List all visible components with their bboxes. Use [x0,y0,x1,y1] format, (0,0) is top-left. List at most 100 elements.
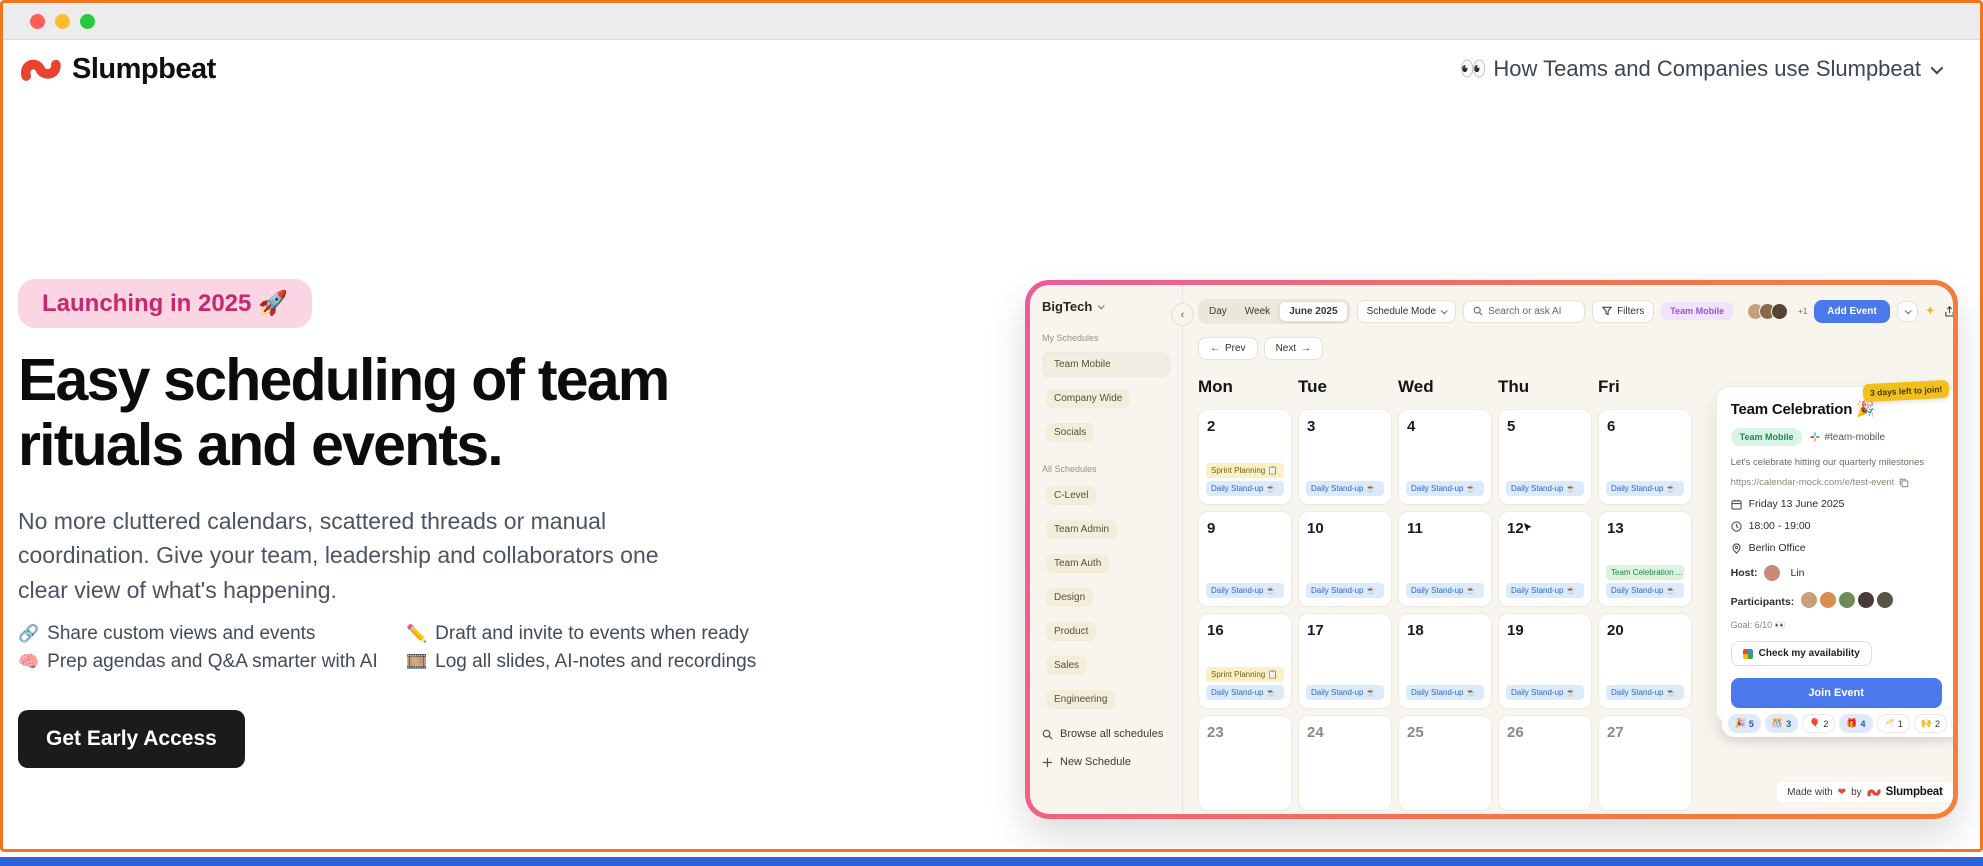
event-pill-daily-stand-up[interactable]: Daily Stand-up ☕ [1506,481,1584,496]
reaction-pill[interactable]: 🎉 5 [1727,714,1761,733]
date-number: 19 [1507,622,1524,639]
calendar-day-11[interactable]: 11 Daily Stand-up ☕ [1398,511,1492,607]
event-pill-daily-stand-up[interactable]: Daily Stand-up ☕ [1606,685,1684,700]
sparkle-icon[interactable]: ✦ [1924,303,1936,318]
view-day-tab[interactable]: Day [1209,305,1227,317]
close-window-button[interactable] [30,13,45,29]
sidebar-item-product[interactable]: Product [1042,619,1170,644]
workspace-switcher[interactable]: BigTech [1042,299,1170,314]
add-event-button[interactable]: Add Event [1814,299,1890,323]
event-pill-daily-stand-up[interactable]: Daily Stand-up ☕ [1406,481,1484,496]
event-pill-daily-stand-up[interactable]: Daily Stand-up ☕ [1406,583,1484,598]
reaction-pill[interactable]: 🎁 4 [1839,714,1873,733]
app-topbar: Day Week June 2025 Schedule Mode Search … [1198,298,1953,324]
calendar-icon [1730,499,1742,510]
sidebar-collapse-button[interactable]: ‹ [1171,303,1194,326]
calendar-day-23[interactable]: 23 [1198,715,1292,811]
prev-label: Prev [1225,343,1246,354]
chevron-down-icon [1440,306,1448,314]
reaction-pill[interactable]: 🥂 1 [1876,714,1910,733]
avatar [1771,302,1789,320]
event-pill-daily-stand-up[interactable]: Daily Stand-up ☕ [1506,685,1584,700]
reaction-pill[interactable]: 🙌 2 [1913,714,1948,733]
add-event-dropdown[interactable] [1896,300,1918,322]
new-schedule-button[interactable]: New Schedule [1042,756,1170,768]
event-pill-daily-stand-up[interactable]: Daily Stand-up ☕ [1206,685,1284,700]
slack-channel[interactable]: #team-mobile [1810,432,1885,443]
feature-item-log-all-slid: 🎞️ Log all slides, AI-notes and recording… [406,651,808,673]
calendar-day-6[interactable]: 6 Daily Stand-up ☕ [1598,409,1692,505]
calendar-day-9[interactable]: 9 Daily Stand-up ☕ [1198,511,1292,607]
browse-all-schedules-button[interactable]: Browse all schedules [1042,728,1170,740]
nav-label: 👀 How Teams and Companies use Slumpbeat [1459,56,1921,81]
calendar-day-25[interactable]: 25 [1398,715,1492,811]
event-pill-daily-stand-up[interactable]: Daily Stand-up ☕ [1606,583,1684,598]
calendar-day-13[interactable]: 13 Team Celebration ... Daily Stand-up ☕ [1598,511,1692,607]
filters-button[interactable]: Filters [1592,299,1655,323]
calendar-day-5[interactable]: 5 Daily Stand-up ☕ [1498,409,1592,505]
calendar-day-4[interactable]: 4 Daily Stand-up ☕ [1398,409,1492,505]
event-pill-daily-stand-up[interactable]: Daily Stand-up ☕ [1206,481,1284,496]
event-pill-daily-stand-up[interactable]: Daily Stand-up ☕ [1506,583,1584,598]
view-month-tab[interactable]: June 2025 [1279,300,1348,322]
nav-how-teams-use[interactable]: 👀 How Teams and Companies use Slumpbeat [1459,56,1944,82]
sidebar-item-company-wide[interactable]: Company Wide [1042,386,1170,411]
sidebar-item-engineering[interactable]: Engineering [1042,687,1170,712]
sidebar-item-team-mobile[interactable]: Team Mobile [1042,352,1170,377]
event-pill-sprint-plannin[interactable]: Sprint Planning 📋 [1206,667,1284,682]
event-pill-daily-stand-up[interactable]: Daily Stand-up ☕ [1306,685,1384,700]
reaction-pill[interactable]: 🎊 3 [1764,714,1799,733]
calendar-day-17[interactable]: 17 Daily Stand-up ☕ [1298,613,1392,709]
share-button[interactable] [1943,305,1953,318]
calendar-day-27[interactable]: 27 [1598,715,1692,811]
check-availability-button[interactable]: Check my availability [1730,641,1872,666]
schedule-mode-dropdown[interactable]: Schedule Mode [1356,299,1457,323]
next-button[interactable]: Next → [1263,337,1324,360]
reaction-pill[interactable]: 🎈 2 [1802,714,1836,733]
day-headers: Mon Tue Wed Thu Fri [1198,377,1953,397]
calendar-day-20[interactable]: 20 Daily Stand-up ☕ [1598,613,1692,709]
sidebar-item-team-auth[interactable]: Team Auth [1042,551,1170,576]
event-pill-daily-stand-up[interactable]: Daily Stand-up ☕ [1406,685,1484,700]
participant-avatar [1820,592,1837,608]
sidebar-item-team-admin[interactable]: Team Admin [1042,517,1170,542]
calendar-day-12[interactable]: 12 Daily Stand-up ☕ [1498,511,1592,607]
calendar-day-18[interactable]: 18 Daily Stand-up ☕ [1398,613,1492,709]
calendar-app: BigTech My Schedules Team Mobile Company … [1030,285,1953,814]
event-pill-daily-stand-up[interactable]: Daily Stand-up ☕ [1606,481,1684,496]
event-pill-team-celebrati[interactable]: Team Celebration ... [1606,565,1684,580]
feature-item-share-custom: 🔗 Share custom views and events [18,623,406,645]
calendar-day-2[interactable]: 2 Sprint Planning 📋 Daily Stand-up ☕ [1198,409,1292,505]
sidebar-item-c-level[interactable]: C-Level [1042,483,1170,508]
copy-icon[interactable] [1899,478,1909,488]
join-event-button[interactable]: Join Event [1730,678,1942,708]
reaction-pill[interactable]: 😄 [1951,714,1953,733]
sidebar-item-socials[interactable]: Socials [1042,420,1170,445]
event-pill-sprint-plannin[interactable]: Sprint Planning 📋 [1206,463,1284,478]
calendar-day-24[interactable]: 24 [1298,715,1392,811]
event-pill-daily-stand-up[interactable]: Daily Stand-up ☕ [1206,583,1284,598]
date-number: 18 [1407,622,1424,639]
maximize-window-button[interactable] [80,13,95,29]
view-week-tab[interactable]: Week [1244,305,1271,317]
calendar-day-16[interactable]: 16 Sprint Planning 📋 Daily Stand-up ☕ [1198,613,1292,709]
calendar-day-10[interactable]: 10 Daily Stand-up ☕ [1298,511,1392,607]
event-pill-daily-stand-up[interactable]: Daily Stand-up ☕ [1306,583,1384,598]
sidebar-item-design[interactable]: Design [1042,585,1170,610]
event-link[interactable]: https://calendar-mock.com/e/test-event [1730,477,1895,488]
calendar-day-3[interactable]: 3 Daily Stand-up ☕ [1298,409,1392,505]
prev-button[interactable]: ← Prev [1198,337,1258,360]
minimize-window-button[interactable] [55,13,70,29]
brand-name: Slumpbeat [72,52,216,85]
sidebar-section-all-schedules: All Schedules [1042,464,1097,474]
get-early-access-button[interactable]: Get Early Access [18,710,245,769]
event-location: Berlin Office [1748,542,1806,554]
my-schedules-list: Team Mobile Company Wide Socials [1042,352,1170,445]
sidebar-item-sales[interactable]: Sales [1042,653,1170,678]
brand[interactable]: Slumpbeat [20,52,216,86]
search-input[interactable]: Search or ask AI [1463,299,1586,323]
calendar-day-26[interactable]: 26 [1498,715,1592,811]
calendar-day-19[interactable]: 19 Daily Stand-up ☕ [1498,613,1592,709]
event-pill-daily-stand-up[interactable]: Daily Stand-up ☕ [1306,481,1384,496]
reaction-emoji: 🎉 [1734,718,1746,728]
